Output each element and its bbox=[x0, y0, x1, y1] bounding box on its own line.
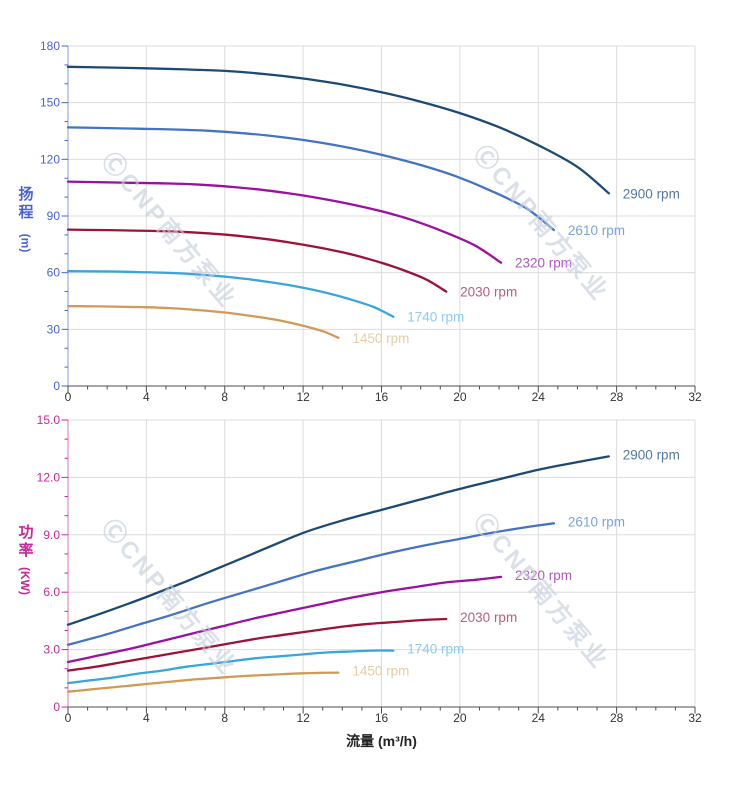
series-label-head_vs_flow-2030-rpm: 2030 rpm bbox=[460, 285, 517, 300]
flow-axis-title: 流量 (m³/h) bbox=[346, 733, 417, 749]
curve-head_vs_flow-2030-rpm bbox=[66, 228, 448, 293]
x-tick-label: 24 bbox=[532, 390, 546, 404]
series-label-head_vs_flow-2320-rpm: 2320 rpm bbox=[515, 256, 572, 271]
x-tick-label: 28 bbox=[610, 390, 624, 404]
y-tick-label: 30 bbox=[47, 322, 61, 336]
x-tick-label: 28 bbox=[610, 711, 624, 725]
curve-head_vs_flow-2900-rpm bbox=[66, 65, 610, 195]
head-axis-title: 扬程 (m) bbox=[12, 186, 38, 253]
series-label-power_vs_flow-1740-rpm: 1740 rpm bbox=[407, 642, 464, 657]
power-axis-title-unit: (KW) bbox=[18, 567, 33, 595]
y-tick-label: 6.0 bbox=[43, 585, 60, 599]
head-axis-title-cn: 扬程 bbox=[16, 186, 34, 222]
curve-head_vs_flow-1740-rpm bbox=[66, 270, 395, 318]
y-tick-label: 0 bbox=[53, 700, 60, 714]
x-tick-label: 12 bbox=[296, 711, 310, 725]
curve-power_vs_flow-1740-rpm bbox=[66, 649, 395, 685]
y-tick-label: 90 bbox=[47, 209, 61, 223]
x-tick-label: 0 bbox=[65, 711, 72, 725]
series-label-head_vs_flow-1450-rpm: 1450 rpm bbox=[352, 331, 409, 346]
x-tick-label: 4 bbox=[143, 711, 150, 725]
y-tick-label: 9.0 bbox=[43, 528, 60, 542]
x-tick-label: 8 bbox=[221, 711, 228, 725]
series-label-head_vs_flow-2610-rpm: 2610 rpm bbox=[568, 223, 625, 238]
x-tick-label: 12 bbox=[296, 390, 310, 404]
x-tick-label: 32 bbox=[688, 390, 702, 404]
series-label-power_vs_flow-2030-rpm: 2030 rpm bbox=[460, 610, 517, 625]
y-axis-ticks: 0 30 60 90 120 150 180 bbox=[40, 39, 68, 393]
gridlines-power_vs_flow bbox=[68, 419, 696, 707]
curve-power_vs_flow-2030-rpm bbox=[66, 617, 448, 672]
series-label-power_vs_flow-2900-rpm: 2900 rpm bbox=[623, 447, 680, 462]
x-axis-ticks: 0 4 8 12 16 20 24 28 32 bbox=[65, 707, 702, 725]
y-tick-label: 15.0 bbox=[37, 413, 61, 427]
curve-power_vs_flow-1450-rpm bbox=[66, 671, 340, 693]
curve-head_vs_flow-2610-rpm bbox=[66, 126, 556, 232]
head-axis-title-unit: (m) bbox=[17, 233, 32, 253]
y-tick-label: 150 bbox=[40, 96, 60, 110]
x-tick-label: 16 bbox=[375, 390, 389, 404]
y-tick-label: 60 bbox=[47, 266, 61, 280]
power-axis-title: 功率 (KW) bbox=[12, 524, 38, 595]
y-tick-label: 180 bbox=[40, 39, 60, 53]
curve-power_vs_flow-2900-rpm bbox=[66, 455, 610, 626]
series-label-head_vs_flow-1740-rpm: 1740 rpm bbox=[407, 310, 464, 325]
plot-head_vs_flow: 0 30 60 90 120 150 180 0 4 8 12 16 20 24 28 32 2900 rpm 2… bbox=[40, 39, 702, 404]
x-tick-label: 32 bbox=[688, 711, 702, 725]
x-tick-label: 4 bbox=[143, 390, 150, 404]
curve-head_vs_flow-2320-rpm bbox=[66, 180, 503, 264]
curve-power_vs_flow-2610-rpm bbox=[66, 522, 556, 646]
series-label-head_vs_flow-2900-rpm: 2900 rpm bbox=[623, 186, 680, 201]
x-tick-label: 20 bbox=[453, 711, 467, 725]
x-tick-label: 24 bbox=[532, 711, 546, 725]
x-tick-label: 0 bbox=[65, 390, 72, 404]
gridlines-head_vs_flow bbox=[68, 45, 696, 386]
power-axis-title-cn: 功率 bbox=[16, 524, 34, 560]
y-tick-label: 12.0 bbox=[37, 470, 61, 484]
y-tick-label: 0 bbox=[53, 379, 60, 393]
series-label-power_vs_flow-1450-rpm: 1450 rpm bbox=[352, 664, 409, 679]
x-tick-label: 8 bbox=[221, 390, 228, 404]
y-tick-label: 3.0 bbox=[43, 643, 60, 657]
curve-power_vs_flow-2320-rpm bbox=[66, 575, 503, 664]
y-tick-label: 120 bbox=[40, 152, 60, 166]
curve-head_vs_flow-1450-rpm bbox=[66, 304, 340, 339]
x-tick-label: 16 bbox=[375, 711, 389, 725]
series-label-power_vs_flow-2320-rpm: 2320 rpm bbox=[515, 568, 572, 583]
x-axis-ticks: 0 4 8 12 16 20 24 28 32 bbox=[65, 386, 702, 404]
plot-power_vs_flow: 0 3.0 6.0 9.0 12.0 15.0 0 4 8 12 16 20 24 28 32 2900 rp… bbox=[37, 413, 702, 725]
y-axis-ticks: 0 3.0 6.0 9.0 12.0 15.0 bbox=[37, 413, 68, 714]
x-tick-label: 20 bbox=[453, 390, 467, 404]
series-label-power_vs_flow-2610-rpm: 2610 rpm bbox=[568, 514, 625, 529]
